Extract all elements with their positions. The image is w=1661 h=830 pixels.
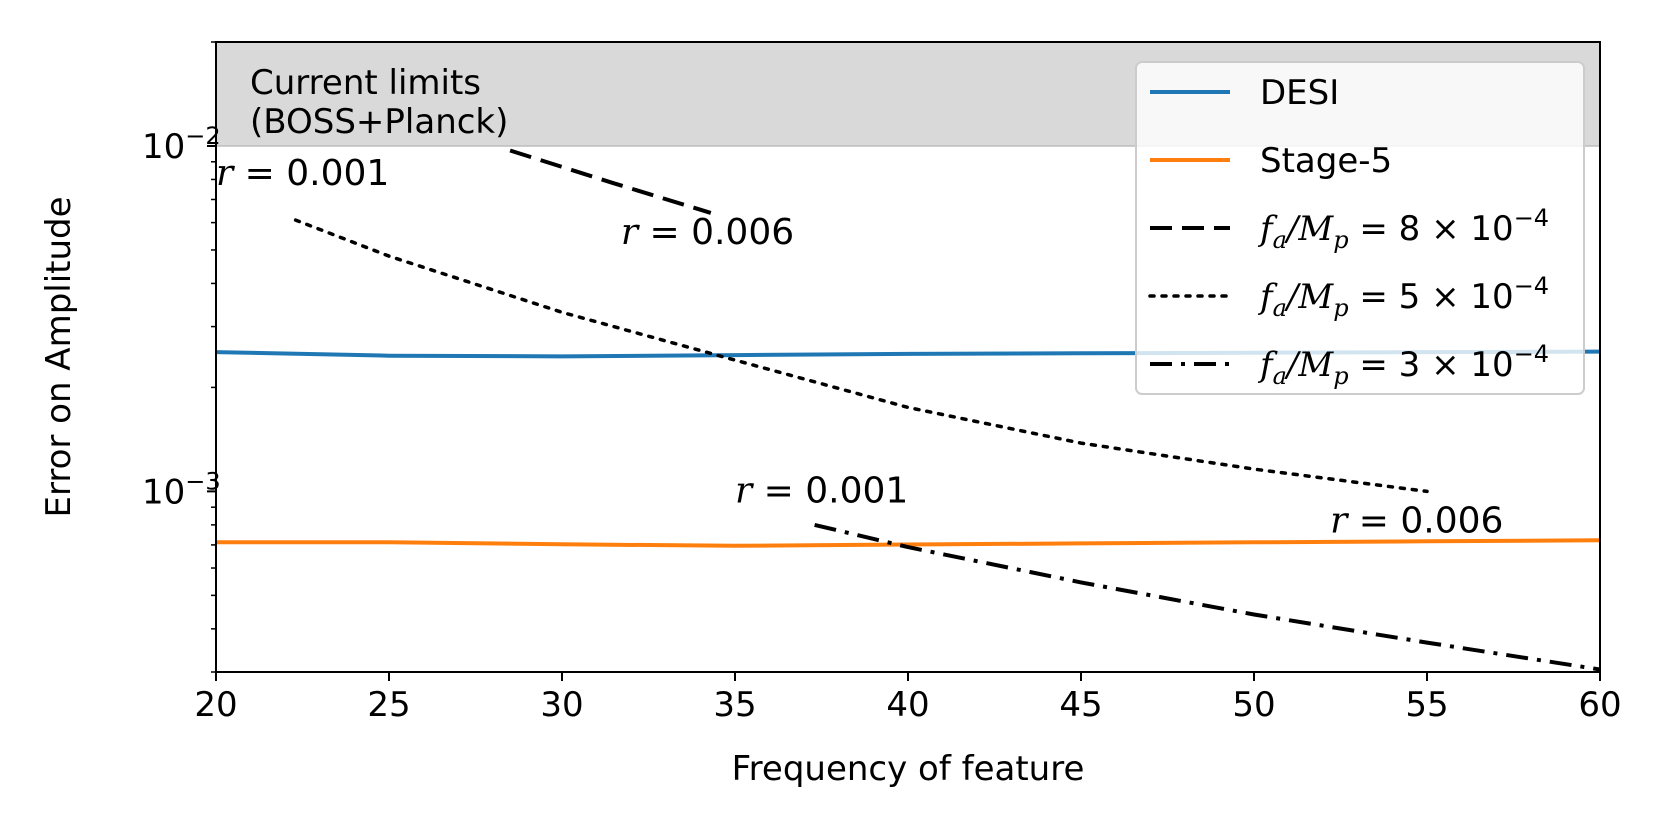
legend-label-4: fa/Mp = 5 × 10−4 (1257, 272, 1549, 322)
x-tick-label-30: 30 (540, 685, 583, 725)
x-tick-label-45: 45 (1059, 685, 1102, 725)
x-tick-label-60: 60 (1578, 685, 1621, 725)
annotation-r-3: r = 0.001 (735, 470, 908, 511)
y-tick-label-1: 10−2 (142, 122, 221, 167)
shaded-region-label-line2: (BOSS+Planck) (250, 102, 508, 142)
x-tick-label-55: 55 (1405, 685, 1448, 725)
x-tick-label-50: 50 (1232, 685, 1275, 725)
x-tick-label-35: 35 (713, 685, 756, 725)
series-line-4 (293, 218, 1429, 494)
x-tick-label-25: 25 (367, 685, 410, 725)
shaded-region-label-line1: Current limits (250, 63, 481, 103)
annotation-r-4: r = 0.006 (1330, 501, 1503, 542)
y-axis-label: Error on Amplitude (39, 196, 79, 517)
series-line-2 (216, 538, 1601, 548)
series-line-5 (814, 522, 1601, 672)
annotations: r = 0.001 r = 0.006 r = 0.001 r = 0.006 (216, 153, 1503, 541)
legend-label-2: Stage-5 (1260, 141, 1392, 181)
axes: 20 25 30 35 40 45 50 55 60 10−2 10−3 Frequency of f… (39, 41, 1622, 789)
series-line-3 (509, 148, 712, 215)
legend-box (1135, 61, 1585, 395)
legend-label-3: fa/Mp = 8 × 10−4 (1257, 204, 1549, 254)
legend: DESI Stage-5 fa/Mp = 8 × 10−4 fa/Mp = 5 × 1… (1135, 61, 1585, 395)
annotation-r-2: r = 0.006 (621, 212, 794, 253)
annotation-r-1: r = 0.001 (216, 153, 389, 194)
x-tick-label-40: 40 (886, 685, 929, 725)
legend-label-1: DESI (1260, 73, 1339, 113)
x-axis-label: Frequency of feature (732, 749, 1085, 789)
x-tick-label-20: 20 (194, 685, 237, 725)
y-tick-label-2: 10−3 (142, 467, 221, 512)
legend-label-5: fa/Mp = 3 × 10−4 (1257, 340, 1549, 390)
